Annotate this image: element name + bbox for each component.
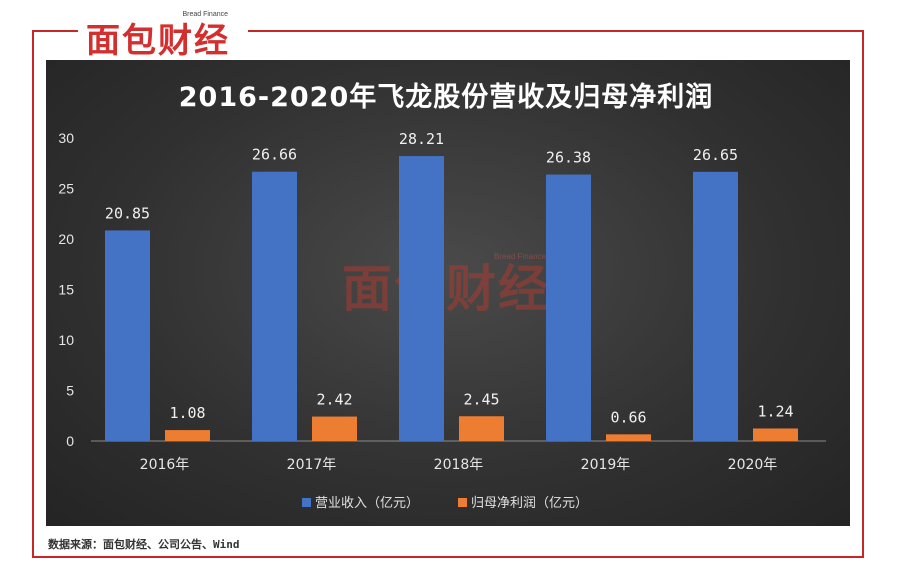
y-tick-label: 25	[58, 181, 74, 197]
brand-logo: Bread Finance 面包财经	[78, 6, 248, 58]
bar-chart: Bread Finance 面包财经 2016-2020年飞龙股份营收及归母净利…	[58, 81, 826, 511]
frame-top-border	[32, 30, 864, 32]
bar-net-profit	[165, 430, 210, 441]
x-tick-label: 2018年	[434, 457, 484, 473]
watermark-tagline: Bread Finance	[494, 252, 547, 261]
x-tick-label: 2020年	[728, 457, 778, 473]
bar-net-profit	[312, 416, 357, 441]
data-label-revenue: 26.65	[693, 146, 738, 164]
bar-net-profit	[753, 428, 798, 441]
bar-revenue	[546, 174, 591, 441]
legend-label-net-profit: 归母净利润（亿元）	[471, 496, 588, 511]
y-tick-label: 10	[58, 332, 74, 348]
watermark-text: 面包财经	[342, 260, 550, 318]
data-label-revenue: 28.21	[399, 130, 444, 148]
logo-text: 面包财经	[86, 21, 230, 58]
x-tick-label: 2019年	[581, 457, 631, 473]
chart-title: 2016-2020年飞龙股份营收及归母净利润	[179, 81, 714, 113]
y-tick-label: 5	[66, 383, 74, 399]
bar-revenue	[252, 171, 297, 441]
y-tick-label: 15	[58, 282, 74, 298]
y-tick-label: 0	[66, 433, 74, 449]
bar-revenue	[693, 171, 738, 441]
bars-group: 20.85 1.08 26.66 2.42 28.21 2.45 26.38 0.66 26.6…	[105, 130, 798, 441]
data-label-net-profit: 2.45	[463, 390, 499, 408]
frame-right-border	[862, 30, 864, 556]
legend-swatch-net-profit	[458, 498, 467, 507]
source-note: 数据来源：面包财经、公司公告、Wind	[48, 538, 240, 551]
data-label-revenue: 26.66	[252, 146, 297, 164]
data-label-net-profit: 1.08	[169, 404, 205, 422]
bar-net-profit	[459, 416, 504, 441]
bar-revenue	[105, 230, 150, 441]
legend: 营业收入（亿元） 归母净利润（亿元）	[302, 496, 588, 511]
data-label-net-profit: 2.42	[316, 391, 352, 409]
bar-revenue	[399, 156, 444, 441]
bar-net-profit	[606, 434, 651, 441]
data-label-net-profit: 1.24	[757, 402, 793, 420]
x-tick-label: 2017年	[287, 457, 337, 473]
data-label-revenue: 26.38	[546, 149, 591, 167]
legend-swatch-revenue	[302, 498, 311, 507]
y-axis: 0 5 10 15 20 25 30	[58, 130, 74, 449]
frame-bottom-border	[32, 556, 864, 558]
x-tick-label: 2016年	[140, 457, 190, 473]
data-label-revenue: 20.85	[105, 204, 150, 222]
data-label-net-profit: 0.66	[610, 408, 646, 426]
y-tick-label: 30	[58, 130, 74, 146]
frame-left-border	[32, 30, 34, 556]
x-axis-labels: 2016年 2017年 2018年 2019年 2020年	[140, 457, 778, 473]
logo-tagline: Bread Finance	[182, 11, 228, 18]
legend-label-revenue: 营业收入（亿元）	[315, 496, 419, 511]
y-tick-label: 20	[58, 231, 74, 247]
